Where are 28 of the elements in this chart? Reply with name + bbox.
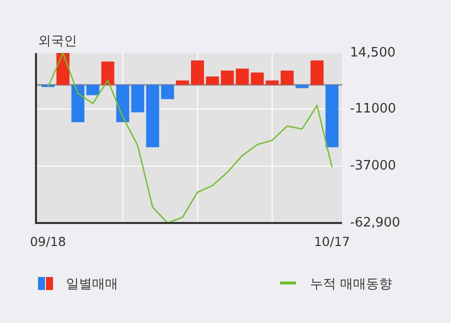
bar [71, 84, 84, 122]
bar [326, 84, 338, 148]
bar [86, 84, 100, 96]
bar [101, 62, 114, 85]
y-tick-label: -62,900 [350, 216, 400, 230]
y-tick-label: -37000 [350, 158, 396, 174]
bar [206, 76, 219, 85]
legend-label: 일별매매 [66, 277, 118, 292]
bar [176, 80, 190, 85]
bar [116, 84, 130, 122]
bar [190, 60, 204, 85]
x-tick-label: 10/17 [314, 234, 350, 249]
legend-item: 일별매매 [38, 277, 118, 292]
y-tick-label: -11000 [350, 102, 396, 117]
legend-label: 누적 매매동향 [310, 277, 392, 292]
bar [296, 84, 309, 88]
bar [310, 60, 324, 85]
bar [161, 84, 174, 100]
bar [131, 84, 144, 112]
bar [146, 84, 160, 148]
line-series [47, 52, 333, 224]
bar [280, 70, 294, 85]
bar [220, 70, 234, 85]
bar [236, 68, 249, 85]
legend-item: 누적 매매동향 [280, 277, 392, 292]
x-tick-label: 09/18 [30, 234, 66, 249]
chart-title: 외국인 [38, 34, 77, 49]
y-tick-label: 14,500 [350, 46, 396, 60]
